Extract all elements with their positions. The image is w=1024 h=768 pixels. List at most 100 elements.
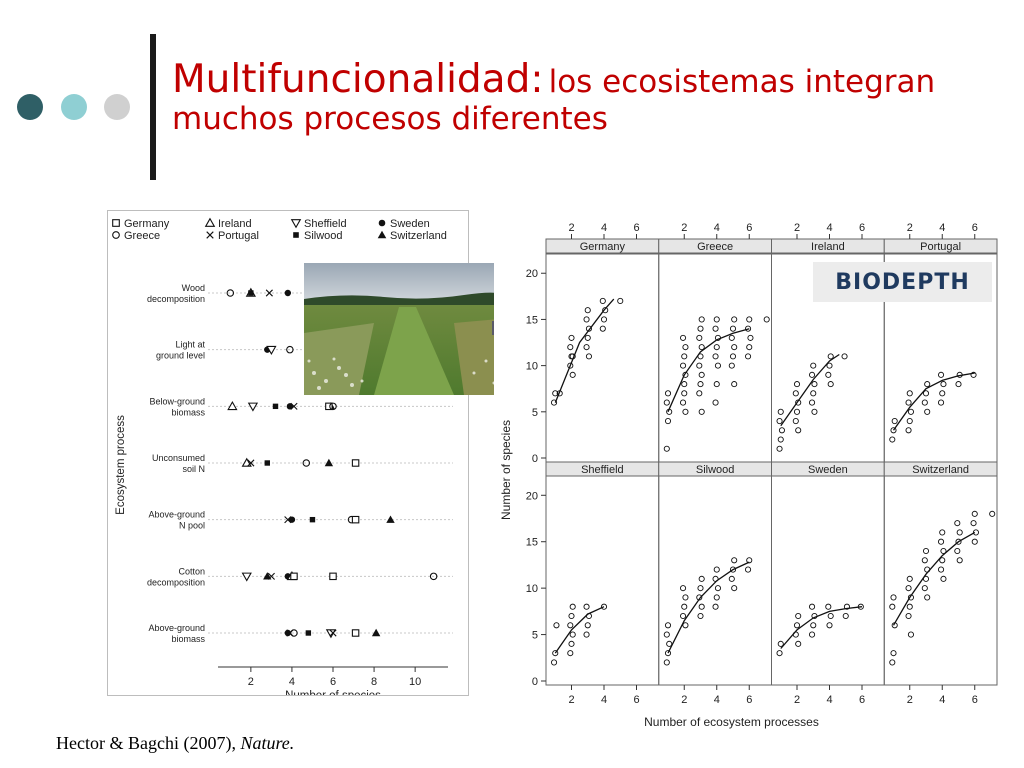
row-label-3-0: Unconsumed [152, 453, 205, 463]
point-germany-0 [551, 399, 558, 406]
fit-line-germany [554, 298, 615, 403]
fit-line-sheffield [554, 606, 605, 654]
point-silwood-15 [712, 603, 719, 610]
point-greece-31 [713, 316, 720, 323]
point-sheffield-4 [568, 640, 575, 647]
point-ireland-15 [808, 371, 816, 378]
point-germany-7 [568, 334, 575, 341]
row-label-3-1: soil N [182, 464, 205, 474]
y-tick-label-r0-20: 20 [526, 268, 538, 280]
point-sweden-4 [793, 622, 801, 629]
point-silwood-row3-2 [264, 460, 270, 466]
x-bot-tick-label-1-6: 6 [746, 694, 752, 706]
point-portugal-row6-5 [329, 629, 337, 637]
point-switzerland-19 [939, 557, 946, 564]
fit-line-silwood [667, 561, 750, 654]
x-top-tick-label-3-6: 6 [972, 222, 978, 234]
point-portugal-13 [939, 390, 946, 397]
point-greece-32 [731, 381, 738, 388]
point-portugal-18 [970, 371, 977, 378]
legend-marker-greece [112, 231, 120, 239]
point-silwood-11 [698, 603, 705, 610]
point-switzerland-row4-5 [386, 515, 395, 523]
point-switzerland-23 [956, 557, 963, 564]
point-greece-41 [747, 334, 754, 341]
point-silwood-14 [698, 575, 705, 582]
point-greece-23 [698, 316, 705, 323]
y-tick-label-r1-15: 15 [526, 537, 538, 549]
panel-silwood: Silwood [658, 461, 772, 686]
point-portugal-8 [924, 408, 931, 415]
row-label-5-1: decomposition [147, 577, 205, 587]
strip-label-silwood: Silwood [696, 464, 735, 476]
point-greece-37 [729, 325, 737, 332]
point-ireland-7 [793, 408, 801, 415]
strip-label-sheffield: Sheffield [581, 464, 624, 476]
point-silwood-3 [663, 631, 670, 638]
point-ireland-10 [793, 381, 801, 388]
point-germany-17 [602, 307, 609, 314]
point-silwood-row2-2 [272, 403, 279, 410]
point-sheffield-10 [584, 622, 591, 629]
point-sweden-row4-1 [288, 516, 296, 523]
x-top-tick-label-1-6: 6 [746, 222, 752, 234]
x-top-tick-label-0-4: 4 [601, 222, 607, 234]
point-germany-row3-5 [351, 459, 360, 467]
point-silwood-25 [746, 557, 753, 564]
point-switzerland-18 [937, 566, 945, 573]
point-portugal-10 [922, 390, 930, 397]
point-ireland-19 [826, 362, 833, 369]
point-switzerland-15 [921, 557, 928, 564]
point-greece-36 [728, 334, 735, 341]
legend-label-sheffield: Sheffield [304, 218, 347, 230]
x-bot-tick-label-3-2: 2 [907, 694, 913, 706]
point-sheffield-7 [568, 612, 575, 620]
point-ireland-2 [778, 427, 786, 434]
point-silwood-10 [697, 612, 704, 620]
x-top-tick-label-3-2: 2 [907, 222, 913, 234]
slide-title: Multifuncionalidad: los ecosistemas inte… [172, 58, 1012, 136]
point-sweden-6 [808, 631, 816, 638]
point-greece-11 [682, 344, 689, 351]
x-bot-tick-label-1-4: 4 [714, 694, 720, 706]
legend-label-silwood: Silwood [304, 230, 343, 242]
point-sweden-row6-0 [284, 629, 292, 637]
point-greece-13 [681, 390, 688, 397]
fit-line-portugal [892, 372, 975, 431]
y-axis-label: Ecosystem process [115, 415, 127, 515]
strip-label-portugal: Portugal [920, 241, 961, 253]
point-switzerland-6 [905, 612, 912, 620]
point-switzerland-5 [907, 631, 915, 638]
point-germany-3 [567, 362, 574, 369]
row-label-1-0: Light at [175, 340, 205, 350]
legend-marker-germany [112, 219, 120, 227]
panel-grid-svg: Germany Greece Ireland Portugal Sheffield Sil… [499, 222, 998, 729]
point-greece-row2-7 [329, 402, 337, 411]
strip-label-switzerland: Switzerland [912, 464, 969, 476]
strip-portugal [883, 238, 998, 254]
x-bot-tick-label-2-2: 2 [794, 694, 800, 706]
point-ireland-13 [810, 390, 817, 397]
point-ireland-11 [811, 408, 818, 415]
point-greece-row3-3 [302, 459, 311, 467]
point-ireland-0 [776, 445, 783, 452]
legend-label-greece: Greece [124, 230, 160, 242]
point-silwood-21 [728, 575, 735, 582]
point-portugal-5 [907, 408, 915, 415]
x-top-tick-label-2-6: 6 [859, 222, 865, 234]
point-sheffield-3 [567, 650, 574, 657]
point-portugal-3 [905, 427, 912, 434]
point-switzerland-7 [906, 603, 913, 610]
point-greece-row1-2 [286, 345, 294, 354]
panel-sheffield: Sheffield [545, 461, 660, 686]
point-greece-18 [696, 362, 703, 369]
point-portugal-12 [937, 399, 945, 406]
point-germany-11 [585, 325, 592, 332]
y-axis-label-right: Number of species [499, 420, 513, 520]
point-ireland-20 [827, 353, 834, 360]
x-tick-label-4: 4 [289, 676, 295, 688]
point-switzerland-24 [954, 547, 961, 555]
row-label-2-0: Below-ground [149, 396, 205, 406]
point-silwood-13 [697, 585, 704, 592]
plot-frame-switzerland [883, 475, 998, 686]
